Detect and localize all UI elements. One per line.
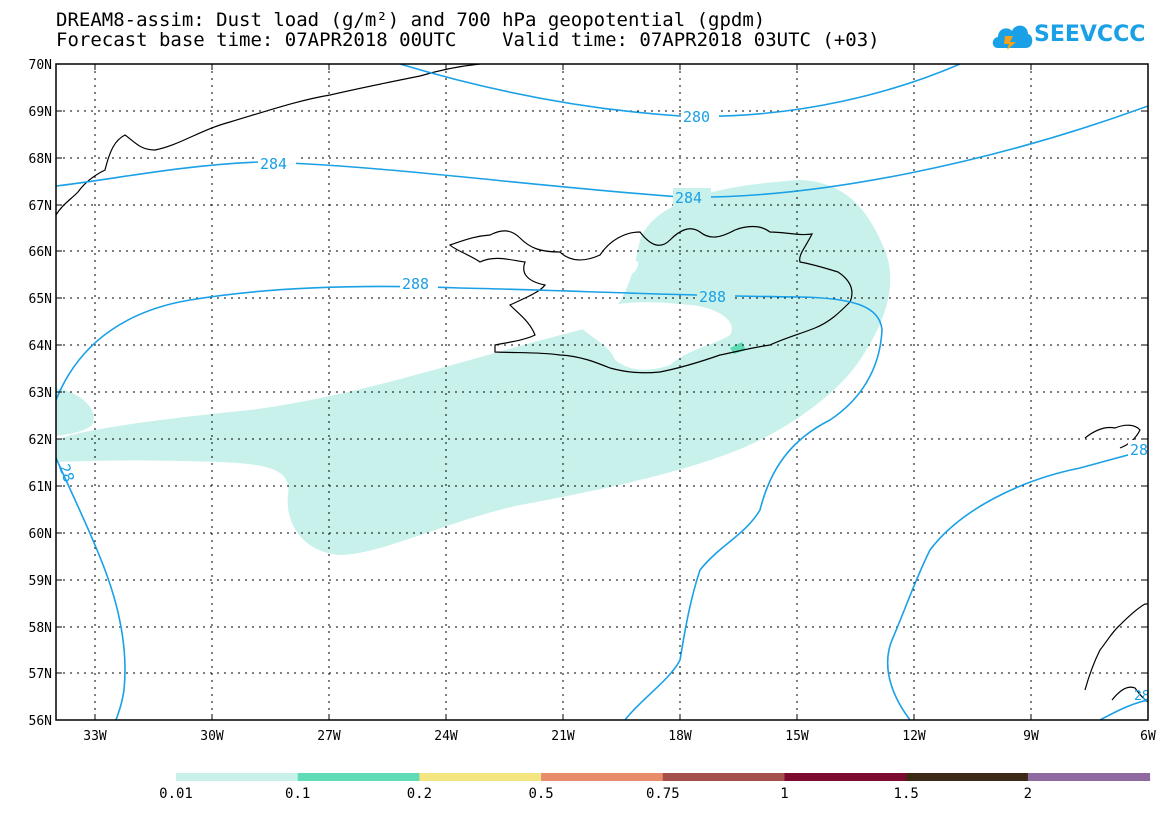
legend-label: 0.2: [406, 786, 433, 802]
lat-label: 62N: [29, 433, 52, 448]
lat-label: 63N: [29, 386, 52, 401]
contour-label: 284: [675, 189, 702, 207]
dust-area-west: [56, 388, 94, 436]
latitude-labels: 70N 69N 68N 67N 66N 65N 64N 63N 62N 61N …: [29, 58, 52, 729]
lat-label: 60N: [29, 527, 52, 542]
lon-label: 30W: [200, 729, 224, 744]
contour-label: 28: [1134, 689, 1150, 704]
graticule: [56, 64, 1148, 720]
contour-288-west: [56, 457, 126, 720]
lat-label: 64N: [29, 339, 52, 354]
lat-label: 68N: [29, 152, 52, 167]
legend-label: 2: [1023, 786, 1033, 802]
seevccc-logo: SEEVCCC: [990, 18, 1150, 58]
dust-free-area: [600, 258, 639, 282]
lon-label: 15W: [785, 729, 809, 744]
axis-ticks: [56, 64, 1148, 720]
contour-288-se: [1099, 699, 1148, 720]
dust-free-area: [575, 302, 732, 370]
lon-label: 9W: [1023, 729, 1039, 744]
lat-label: 58N: [29, 621, 52, 636]
contour-label: 288: [402, 275, 429, 293]
legend-label: 1.5: [893, 786, 919, 802]
map-subtitle: Forecast base time: 07APR2018 00UTC Vali…: [56, 29, 880, 51]
contour-284: [56, 105, 1148, 198]
map-title: DREAM8-assim: Dust load (g/m²) and 700 h…: [56, 9, 766, 31]
legend-swatch: [1027, 773, 1151, 781]
contour-288-east: [886, 449, 1148, 720]
lat-label: 61N: [29, 480, 52, 495]
legend-label: 0.75: [645, 786, 680, 802]
legend-swatch: [297, 773, 420, 781]
logo-text: SEEVCCC: [1034, 22, 1146, 47]
legend-label: 0.01: [159, 786, 193, 802]
scotland-coast: [1084, 603, 1148, 691]
lat-label: 70N: [29, 58, 52, 73]
lat-label: 66N: [29, 245, 52, 260]
legend-swatch: [176, 773, 299, 781]
legend-label: 0.5: [528, 786, 554, 802]
lat-label: 59N: [29, 574, 52, 589]
longitude-labels: 33W 30W 27W 24W 21W 18W 15W 12W 9W 6W: [83, 729, 1156, 744]
lat-label: 69N: [29, 105, 52, 120]
legend-swatch: [419, 773, 542, 781]
lat-label: 67N: [29, 199, 52, 214]
contour-288: [56, 285, 883, 720]
legend-swatch: [541, 773, 664, 781]
contour-280: [399, 64, 961, 118]
geopotential-contours: [56, 64, 1148, 720]
greenland-coast: [56, 64, 481, 216]
contour-label: 284: [260, 155, 287, 173]
lat-label: 65N: [29, 292, 52, 307]
lon-label: 21W: [551, 729, 575, 744]
contour-label: 288: [699, 288, 726, 306]
legend-colorbar: [176, 773, 1151, 781]
lon-label: 27W: [317, 729, 341, 744]
iceland-coast: [448, 225, 853, 374]
lon-label: 24W: [434, 729, 458, 744]
contour-label: 280: [683, 108, 710, 126]
legend-swatch: [784, 773, 907, 781]
scotland-coast: [1111, 686, 1148, 703]
lon-label: 12W: [902, 729, 926, 744]
contour-label: 28: [1130, 441, 1148, 459]
legend-swatch: [662, 773, 785, 781]
cloud-icon: [992, 25, 1033, 50]
lon-label: 18W: [668, 729, 692, 744]
lat-label: 56N: [29, 714, 52, 729]
contour-label: 28: [55, 461, 78, 484]
lon-label: 6W: [1140, 729, 1156, 744]
lat-label: 57N: [29, 667, 52, 682]
legend-swatch: [906, 773, 1029, 781]
lon-label: 33W: [83, 729, 107, 744]
dust-area: [56, 180, 891, 555]
legend-label: 1: [780, 786, 789, 802]
contour-labels: 280 284 284 288 288 28 28 28: [55, 107, 1150, 704]
legend-label: 0.1: [285, 786, 311, 802]
